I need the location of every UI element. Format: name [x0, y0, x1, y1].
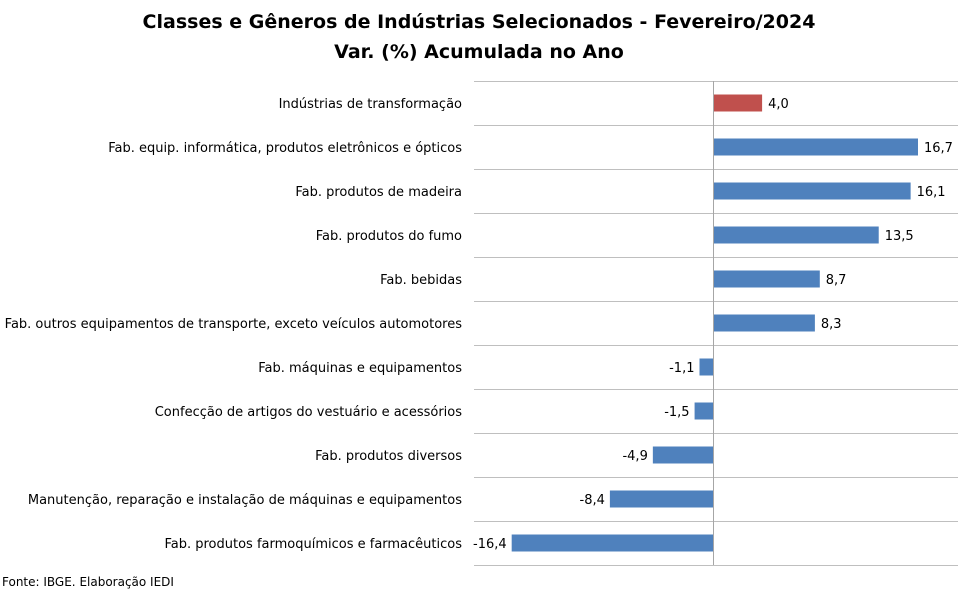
- data-label: 8,7: [826, 273, 847, 288]
- bar: [609, 490, 713, 508]
- data-label: 13,5: [885, 229, 914, 244]
- source-note: Fonte: IBGE. Elaboração IEDI: [2, 575, 174, 589]
- category-label: Fab. bebidas: [380, 273, 462, 288]
- category-label: Fab. produtos farmoquímicos e farmacêuti…: [164, 537, 462, 552]
- chart-title-line: Classes e Gêneros de Indústrias Selecion…: [142, 11, 816, 33]
- category-label: Fab. produtos do fumo: [316, 229, 462, 244]
- bar: [694, 402, 713, 420]
- data-label: 4,0: [768, 97, 789, 112]
- data-label: -8,4: [580, 493, 605, 508]
- bar: [713, 138, 918, 156]
- data-label: -1,5: [664, 405, 689, 420]
- chart-subtitle: Var. (%) Acumulada no Ano: [334, 41, 624, 63]
- bar: [713, 182, 911, 200]
- data-label: -4,9: [622, 449, 647, 464]
- bar: [699, 358, 713, 376]
- bar: [713, 226, 879, 244]
- data-label: 16,1: [917, 185, 946, 200]
- category-label: Fab. produtos de madeira: [295, 185, 462, 200]
- category-label: Fab. equip. informática, produtos eletrô…: [108, 141, 462, 156]
- category-label: Fab. máquinas e equipamentos: [258, 361, 462, 376]
- category-label: Fab. produtos diversos: [315, 449, 462, 464]
- bar: [511, 534, 713, 552]
- data-label: -1,1: [669, 361, 694, 376]
- category-label: Fab. outros equipamentos de transporte, …: [5, 317, 463, 332]
- bar: [713, 270, 820, 288]
- data-label: -16,4: [473, 537, 507, 552]
- category-label: Indústrias de transformação: [279, 97, 462, 112]
- category-label: Manutenção, reparação e instalação de má…: [28, 493, 462, 508]
- data-label: 8,3: [821, 317, 842, 332]
- bar: [713, 94, 763, 112]
- data-label: 16,7: [924, 141, 953, 156]
- bar: [713, 314, 815, 332]
- bar: [652, 446, 713, 464]
- category-label: Confecção de artigos do vestuário e aces…: [155, 405, 463, 420]
